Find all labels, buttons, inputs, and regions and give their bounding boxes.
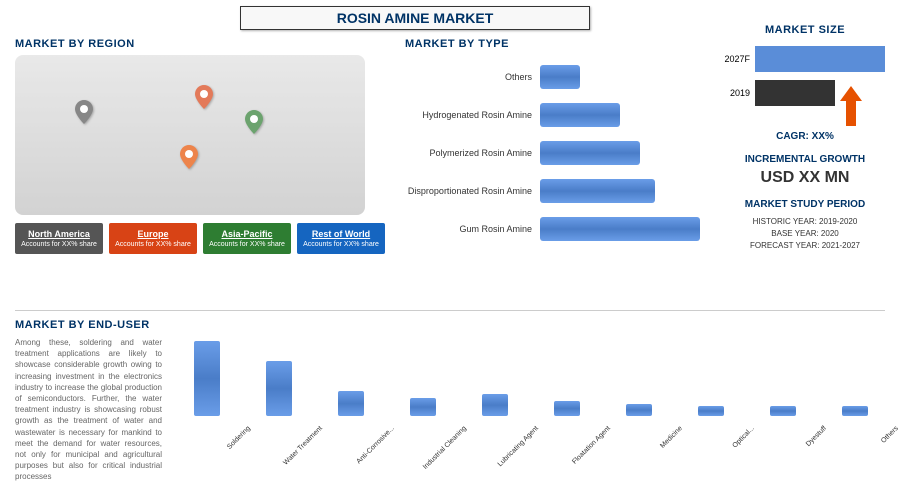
- period-line: HISTORIC YEAR: 2019-2020: [720, 216, 890, 228]
- region-section: MARKET BY REGION North America Accounts f…: [15, 38, 385, 254]
- enduser-label: Others: [853, 425, 900, 472]
- world-map: [15, 55, 365, 215]
- enduser-col: Anti-Corrosive...: [321, 391, 381, 427]
- map-pin-icon: [180, 145, 198, 169]
- main-title: ROSIN AMINE MARKET: [240, 6, 590, 30]
- type-label: Hydrogenated Rosin Amine: [405, 110, 540, 120]
- type-title: MARKET BY TYPE: [405, 38, 705, 50]
- region-sub: Accounts for XX% share: [207, 241, 287, 248]
- enduser-bar: [626, 404, 652, 416]
- enduser-col: Water Treatment: [249, 361, 309, 427]
- type-label: Others: [405, 72, 540, 82]
- enduser-label: Water Treatment: [277, 425, 324, 472]
- enduser-title: MARKET BY END-USER: [15, 319, 885, 331]
- enduser-label: Soldering: [205, 425, 252, 472]
- region-name: Rest of World: [301, 229, 381, 239]
- enduser-bar: [410, 398, 436, 416]
- size-row: 2027F: [720, 44, 890, 74]
- enduser-col: Floatation Agent: [537, 401, 597, 427]
- region-card: Asia-Pacific Accounts for XX% share: [203, 223, 291, 254]
- type-row: Gum Rosin Amine: [405, 210, 705, 248]
- map-pin-icon: [75, 100, 93, 124]
- region-name: Europe: [113, 229, 193, 239]
- cagr-label: CAGR: XX%: [720, 131, 890, 142]
- period-lines: HISTORIC YEAR: 2019-2020BASE YEAR: 2020F…: [720, 216, 890, 252]
- enduser-col: Others: [825, 406, 885, 427]
- type-row: Polymerized Rosin Amine: [405, 134, 705, 172]
- enduser-col: Medicine: [609, 404, 669, 427]
- size-bar: [755, 80, 835, 106]
- enduser-bar: [554, 401, 580, 416]
- incgrowth-value: USD XX MN: [720, 169, 890, 187]
- region-card: North America Accounts for XX% share: [15, 223, 103, 254]
- type-bar: [540, 179, 655, 203]
- type-row: Others: [405, 58, 705, 96]
- size-label: 2027F: [720, 54, 755, 64]
- type-bar: [540, 141, 640, 165]
- enduser-section: MARKET BY END-USER Among these, solderin…: [15, 310, 885, 482]
- enduser-label: Dyestuff: [781, 425, 828, 472]
- incgrowth-title: INCREMENTAL GROWTH: [720, 154, 890, 165]
- enduser-label: Lubricating Agent: [493, 425, 540, 472]
- growth-arrow-icon: [840, 86, 862, 126]
- region-name: North America: [19, 229, 99, 239]
- size-bar: [755, 46, 885, 72]
- enduser-label: Medicine: [637, 425, 684, 472]
- enduser-col: Industrial Cleaning: [393, 398, 453, 427]
- enduser-chart: SolderingWater TreatmentAnti-Corrosive..…: [177, 337, 885, 482]
- enduser-label: Industrial Cleaning: [421, 425, 468, 472]
- type-section: MARKET BY TYPE Others Hydrogenated Rosin …: [405, 38, 705, 268]
- map-pin-icon: [195, 85, 213, 109]
- type-bar: [540, 65, 580, 89]
- period-line: FORECAST YEAR: 2021-2027: [720, 240, 890, 252]
- type-label: Polymerized Rosin Amine: [405, 148, 540, 158]
- size-row: 2019: [720, 78, 890, 108]
- region-cards: North AmericaAccounts for XX% shareEurop…: [15, 223, 385, 254]
- region-card: Europe Accounts for XX% share: [109, 223, 197, 254]
- enduser-col: Lubricating Agent: [465, 394, 525, 427]
- map-pin-icon: [245, 110, 263, 134]
- enduser-label: Optical...: [709, 425, 756, 472]
- enduser-label: Floatation Agent: [565, 425, 612, 472]
- enduser-text: Among these, soldering and water treatme…: [15, 337, 162, 482]
- enduser-bar: [770, 406, 796, 416]
- region-title: MARKET BY REGION: [15, 38, 385, 50]
- type-bar: [540, 103, 620, 127]
- size-label: 2019: [720, 88, 755, 98]
- region-sub: Accounts for XX% share: [301, 241, 381, 248]
- enduser-bar: [338, 391, 364, 416]
- enduser-col: Soldering: [177, 341, 237, 427]
- enduser-bar: [482, 394, 508, 416]
- region-sub: Accounts for XX% share: [113, 241, 193, 248]
- period-title: MARKET STUDY PERIOD: [720, 199, 890, 210]
- region-sub: Accounts for XX% share: [19, 241, 99, 248]
- size-section: MARKET SIZE 2027F 2019 CAGR: XX% INCREMEN…: [720, 24, 890, 252]
- enduser-bar: [266, 361, 292, 416]
- type-label: Disproportionated Rosin Amine: [405, 186, 540, 196]
- enduser-label: Anti-Corrosive...: [349, 425, 396, 472]
- period-line: BASE YEAR: 2020: [720, 228, 890, 240]
- type-row: Disproportionated Rosin Amine: [405, 172, 705, 210]
- region-card: Rest of World Accounts for XX% share: [297, 223, 385, 254]
- enduser-bar: [698, 406, 724, 416]
- type-row: Hydrogenated Rosin Amine: [405, 96, 705, 134]
- type-chart: Others Hydrogenated Rosin Amine Polymerize…: [405, 58, 705, 268]
- enduser-col: Optical...: [681, 406, 741, 427]
- enduser-bar: [194, 341, 220, 416]
- type-label: Gum Rosin Amine: [405, 224, 540, 234]
- region-name: Asia-Pacific: [207, 229, 287, 239]
- size-chart: 2027F 2019: [720, 44, 890, 129]
- enduser-col: Dyestuff: [753, 406, 813, 427]
- enduser-bar: [842, 406, 868, 416]
- size-title: MARKET SIZE: [720, 24, 890, 36]
- type-bar: [540, 217, 700, 241]
